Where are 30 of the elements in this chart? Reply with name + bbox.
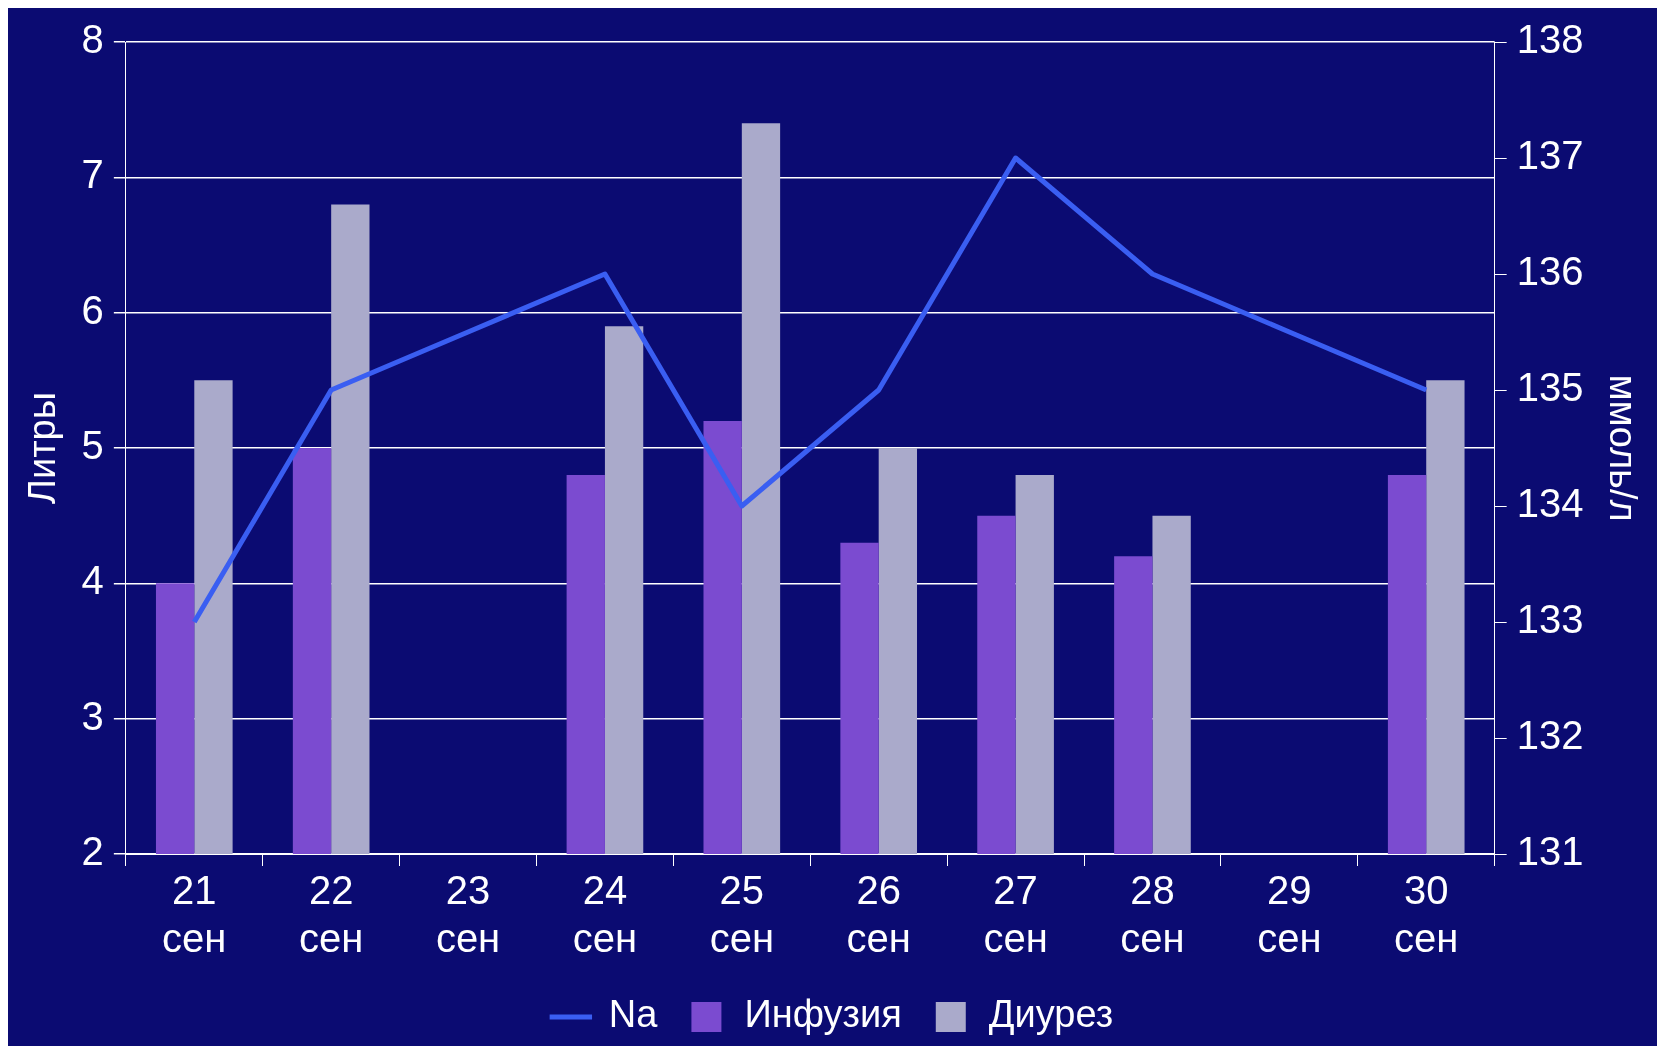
y2-tick-label: 135: [1516, 365, 1584, 410]
y-tick-label: 2: [81, 829, 104, 874]
x-tick-label: 30 сен: [1394, 868, 1459, 961]
legend-label: Инфузия: [744, 993, 902, 1036]
y-tick-label: 8: [81, 17, 104, 62]
x-tick-label: 28 сен: [1120, 868, 1185, 961]
y-tick-label: 4: [81, 558, 104, 603]
y2-tick-label: 131: [1516, 829, 1584, 874]
legend-label: Na: [608, 993, 659, 1036]
x-tick-label: 29 сен: [1257, 868, 1322, 961]
y2-tick-label: 137: [1516, 133, 1584, 178]
y2-tick-label: 133: [1516, 597, 1584, 642]
x-tick-label: 21 сен: [162, 868, 227, 961]
x-tick-label: 27 сен: [983, 868, 1048, 961]
y-axis-title: Литры: [21, 391, 64, 505]
x-tick-label: 25 сен: [709, 868, 774, 961]
x-tick-label: 23 сен: [435, 868, 501, 961]
y2-tick-label: 138: [1516, 17, 1584, 62]
y-tick-label: 3: [81, 693, 104, 738]
y2-axis-title: ммоль/л: [1601, 374, 1644, 522]
y2-tick-label: 134: [1516, 481, 1584, 526]
x-tick-label: 26 сен: [846, 868, 911, 961]
y-tick-label: 5: [81, 423, 104, 468]
y-tick-label: 7: [81, 152, 104, 197]
legend-label: Диурез: [988, 993, 1114, 1036]
y2-tick-label: 132: [1516, 713, 1584, 758]
y2-tick-label: 136: [1516, 249, 1584, 294]
y-tick-label: 6: [81, 287, 104, 332]
x-tick-label: 24 сен: [572, 868, 638, 961]
x-tick-label: 22 сен: [299, 868, 364, 961]
